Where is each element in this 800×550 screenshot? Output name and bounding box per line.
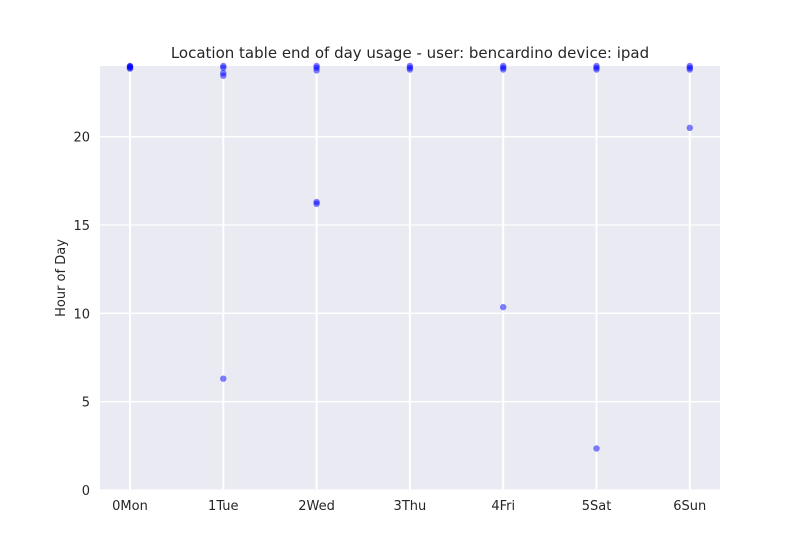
- y-tick-label: 0: [82, 484, 90, 499]
- scatter-point: [313, 67, 320, 74]
- scatter-point: [406, 66, 414, 73]
- x-tick-label: 4Fri: [491, 499, 515, 514]
- x-tick-label: 0Mon: [112, 499, 148, 514]
- x-tick-labels: 0Mon 1Tue 2Wed 3Thu 4Fri 5Sat 6Sun: [112, 499, 706, 514]
- scatter-point: [220, 72, 227, 79]
- x-tick-label: 1Tue: [208, 499, 238, 514]
- x-tick-label: 2Wed: [298, 499, 335, 514]
- gridlines: [100, 66, 720, 491]
- y-tick-label: 10: [73, 307, 90, 322]
- scatter-point: [220, 375, 227, 382]
- data-points: [126, 62, 693, 452]
- y-tick-label: 20: [73, 131, 90, 146]
- x-tick-label: 5Sat: [582, 499, 612, 514]
- chart-title: Location table end of day usage - user: …: [171, 44, 649, 62]
- scatter-point: [313, 200, 320, 207]
- scatter-point: [220, 64, 227, 71]
- scatter-point: [500, 303, 507, 311]
- x-tick-label: 3Thu: [394, 499, 427, 514]
- scatter-point: [593, 445, 600, 452]
- y-tick-label: 15: [73, 219, 90, 234]
- scatter-point: [126, 63, 134, 70]
- scatter-point: [686, 66, 693, 73]
- x-tick-label: 6Sun: [673, 499, 706, 514]
- scatter-point: [686, 124, 693, 132]
- y-tick-labels: 0 5 10 15 20: [73, 131, 90, 499]
- scatter-point: [593, 66, 600, 73]
- scatter-point: [500, 66, 507, 73]
- y-tick-label: 5: [82, 396, 90, 411]
- y-axis-label: Hour of Day: [54, 239, 69, 317]
